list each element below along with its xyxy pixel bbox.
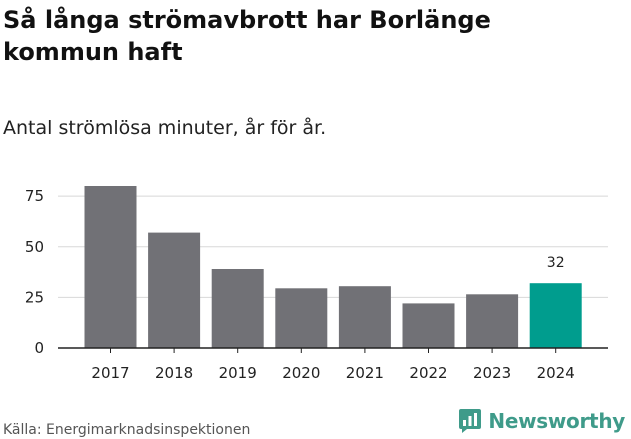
x-tick-label: 2021	[346, 364, 384, 382]
chart-subtitle: Antal strömlösa minuter, år för år.	[3, 117, 327, 139]
x-tick-label: 2023	[473, 364, 511, 382]
y-tick-label: 75	[25, 187, 44, 205]
x-tick-label: 2019	[219, 364, 257, 382]
y-axis: 0 25 50 75	[25, 187, 44, 357]
bar-2019	[211, 269, 264, 348]
y-tick-label: 25	[25, 288, 44, 306]
bar-2022	[402, 303, 455, 348]
bar-2023	[466, 294, 519, 348]
bar-2018	[148, 232, 201, 348]
y-tick-label: 50	[25, 238, 44, 256]
brand-name: Newsworthy	[488, 409, 625, 433]
x-tick-label: 2018	[155, 364, 193, 382]
x-tick-label: 2024	[537, 364, 575, 382]
x-tick-label: 2020	[282, 364, 320, 382]
bars	[84, 186, 582, 348]
chart-title: Så långa strömavbrott har Borlänge kommu…	[3, 6, 491, 66]
gridlines	[58, 195, 608, 298]
bar-2017	[84, 186, 137, 348]
x-tick-label: 2017	[91, 364, 129, 382]
brand-logo: Newsworthy	[458, 408, 625, 434]
newsworthy-logo-icon	[459, 409, 482, 433]
x-tick-label: 2022	[409, 364, 447, 382]
bar-2024	[529, 283, 582, 348]
data-label-2024: 32	[547, 255, 565, 271]
source-note: Källa: Energimarknadsinspektionen	[3, 422, 251, 438]
bar-2020	[275, 288, 328, 348]
y-tick-label: 0	[34, 339, 44, 357]
bar-2021	[338, 286, 391, 348]
x-axis: 2017 2018 2019 2020 2021 2022 2023 2024	[58, 347, 608, 382]
data-labels: 32	[547, 255, 565, 271]
